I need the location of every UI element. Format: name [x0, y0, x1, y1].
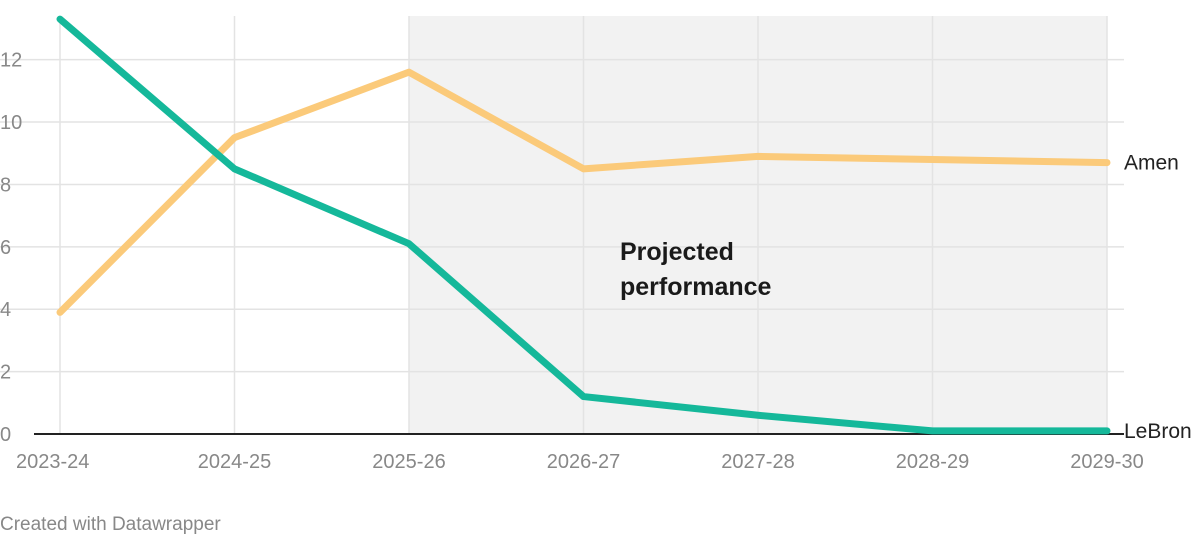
credit-text: Created with Datawrapper	[0, 514, 221, 535]
annotation-line-2: performance	[620, 273, 772, 301]
y-axis-tick-labels: 0 2 4 6 8 10 12	[0, 50, 22, 446]
x-tick-label: 2025-26	[372, 451, 445, 473]
annotation-line-1: Projected	[620, 238, 734, 266]
series-labels: Amen LeBron	[1124, 152, 1192, 443]
x-tick-label: 2029-30	[1070, 451, 1143, 473]
y-tick-label: 8	[0, 174, 11, 196]
y-tick-label: 6	[0, 237, 11, 259]
y-tick-label: 2	[0, 362, 11, 384]
x-tick-label: 2024-25	[198, 451, 271, 473]
series-line-lebron	[56, 15, 1111, 435]
x-tick-label: 2027-28	[721, 451, 794, 473]
projected-performance-annotation: Projected performance	[620, 238, 772, 301]
vertical-gridlines	[59, 16, 1108, 434]
x-tick-label: 2026-27	[547, 451, 620, 473]
y-tick-label: 4	[0, 299, 11, 321]
series-label-amen: Amen	[1124, 152, 1179, 175]
y-tick-label: 10	[0, 112, 22, 134]
x-tick-label: 2023-24	[16, 451, 89, 473]
series-lines	[56, 15, 1111, 435]
y-tick-label: 12	[0, 50, 22, 72]
series-line-amen	[56, 68, 1111, 316]
y-tick-label: 0	[0, 424, 11, 446]
x-tick-label: 2028-29	[896, 451, 969, 473]
series-label-lebron: LeBron	[1124, 420, 1192, 443]
x-axis-tick-labels: 2023-24 2024-25 2025-26 2026-27 2027-28 2028-…	[16, 451, 1144, 473]
